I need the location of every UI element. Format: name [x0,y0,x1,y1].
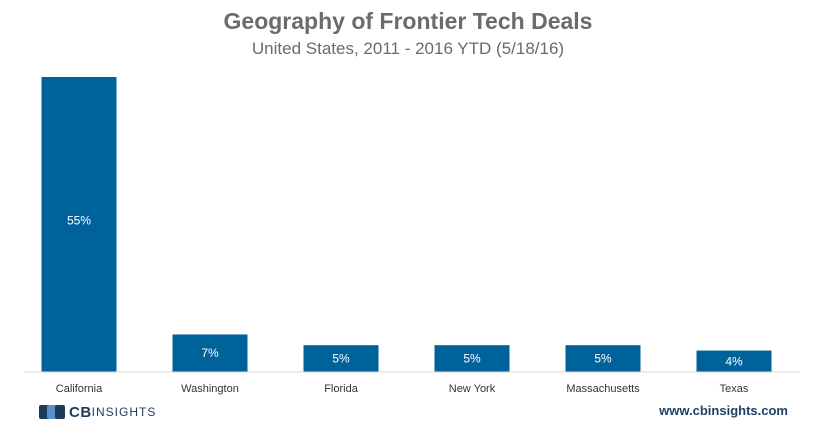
category-label: California [56,383,103,395]
category-label: Texas [720,383,749,395]
data-label: 7% [201,346,219,360]
data-label: 55% [67,214,91,228]
category-label: Washington [181,383,239,395]
logo-text-cb: CB [69,403,92,421]
cb-insights-logo-icon [38,402,66,422]
bar-california [41,77,117,372]
data-label: 5% [594,352,612,366]
data-label: 5% [332,352,350,366]
bar-washington [172,334,248,372]
data-label: 5% [463,352,481,366]
category-label: Florida [324,383,359,395]
bar-texas [696,350,772,372]
data-label: 4% [725,354,743,368]
category-label: New York [449,383,496,395]
logo-text-insights: INSIGHTS [91,405,157,419]
website-link[interactable]: www.cbinsights.com [659,403,788,418]
category-label: Massachusetts [566,383,640,395]
chart-title: Geography of Frontier Tech Deals [223,8,593,34]
bar-massachusetts [565,345,641,372]
chart-subtitle: United States, 2011 - 2016 YTD (5/18/16) [251,39,565,58]
bar-florida [303,345,379,372]
cb-insights-logo: CB INSIGHTS [38,402,156,422]
bar-new-york [434,345,510,372]
